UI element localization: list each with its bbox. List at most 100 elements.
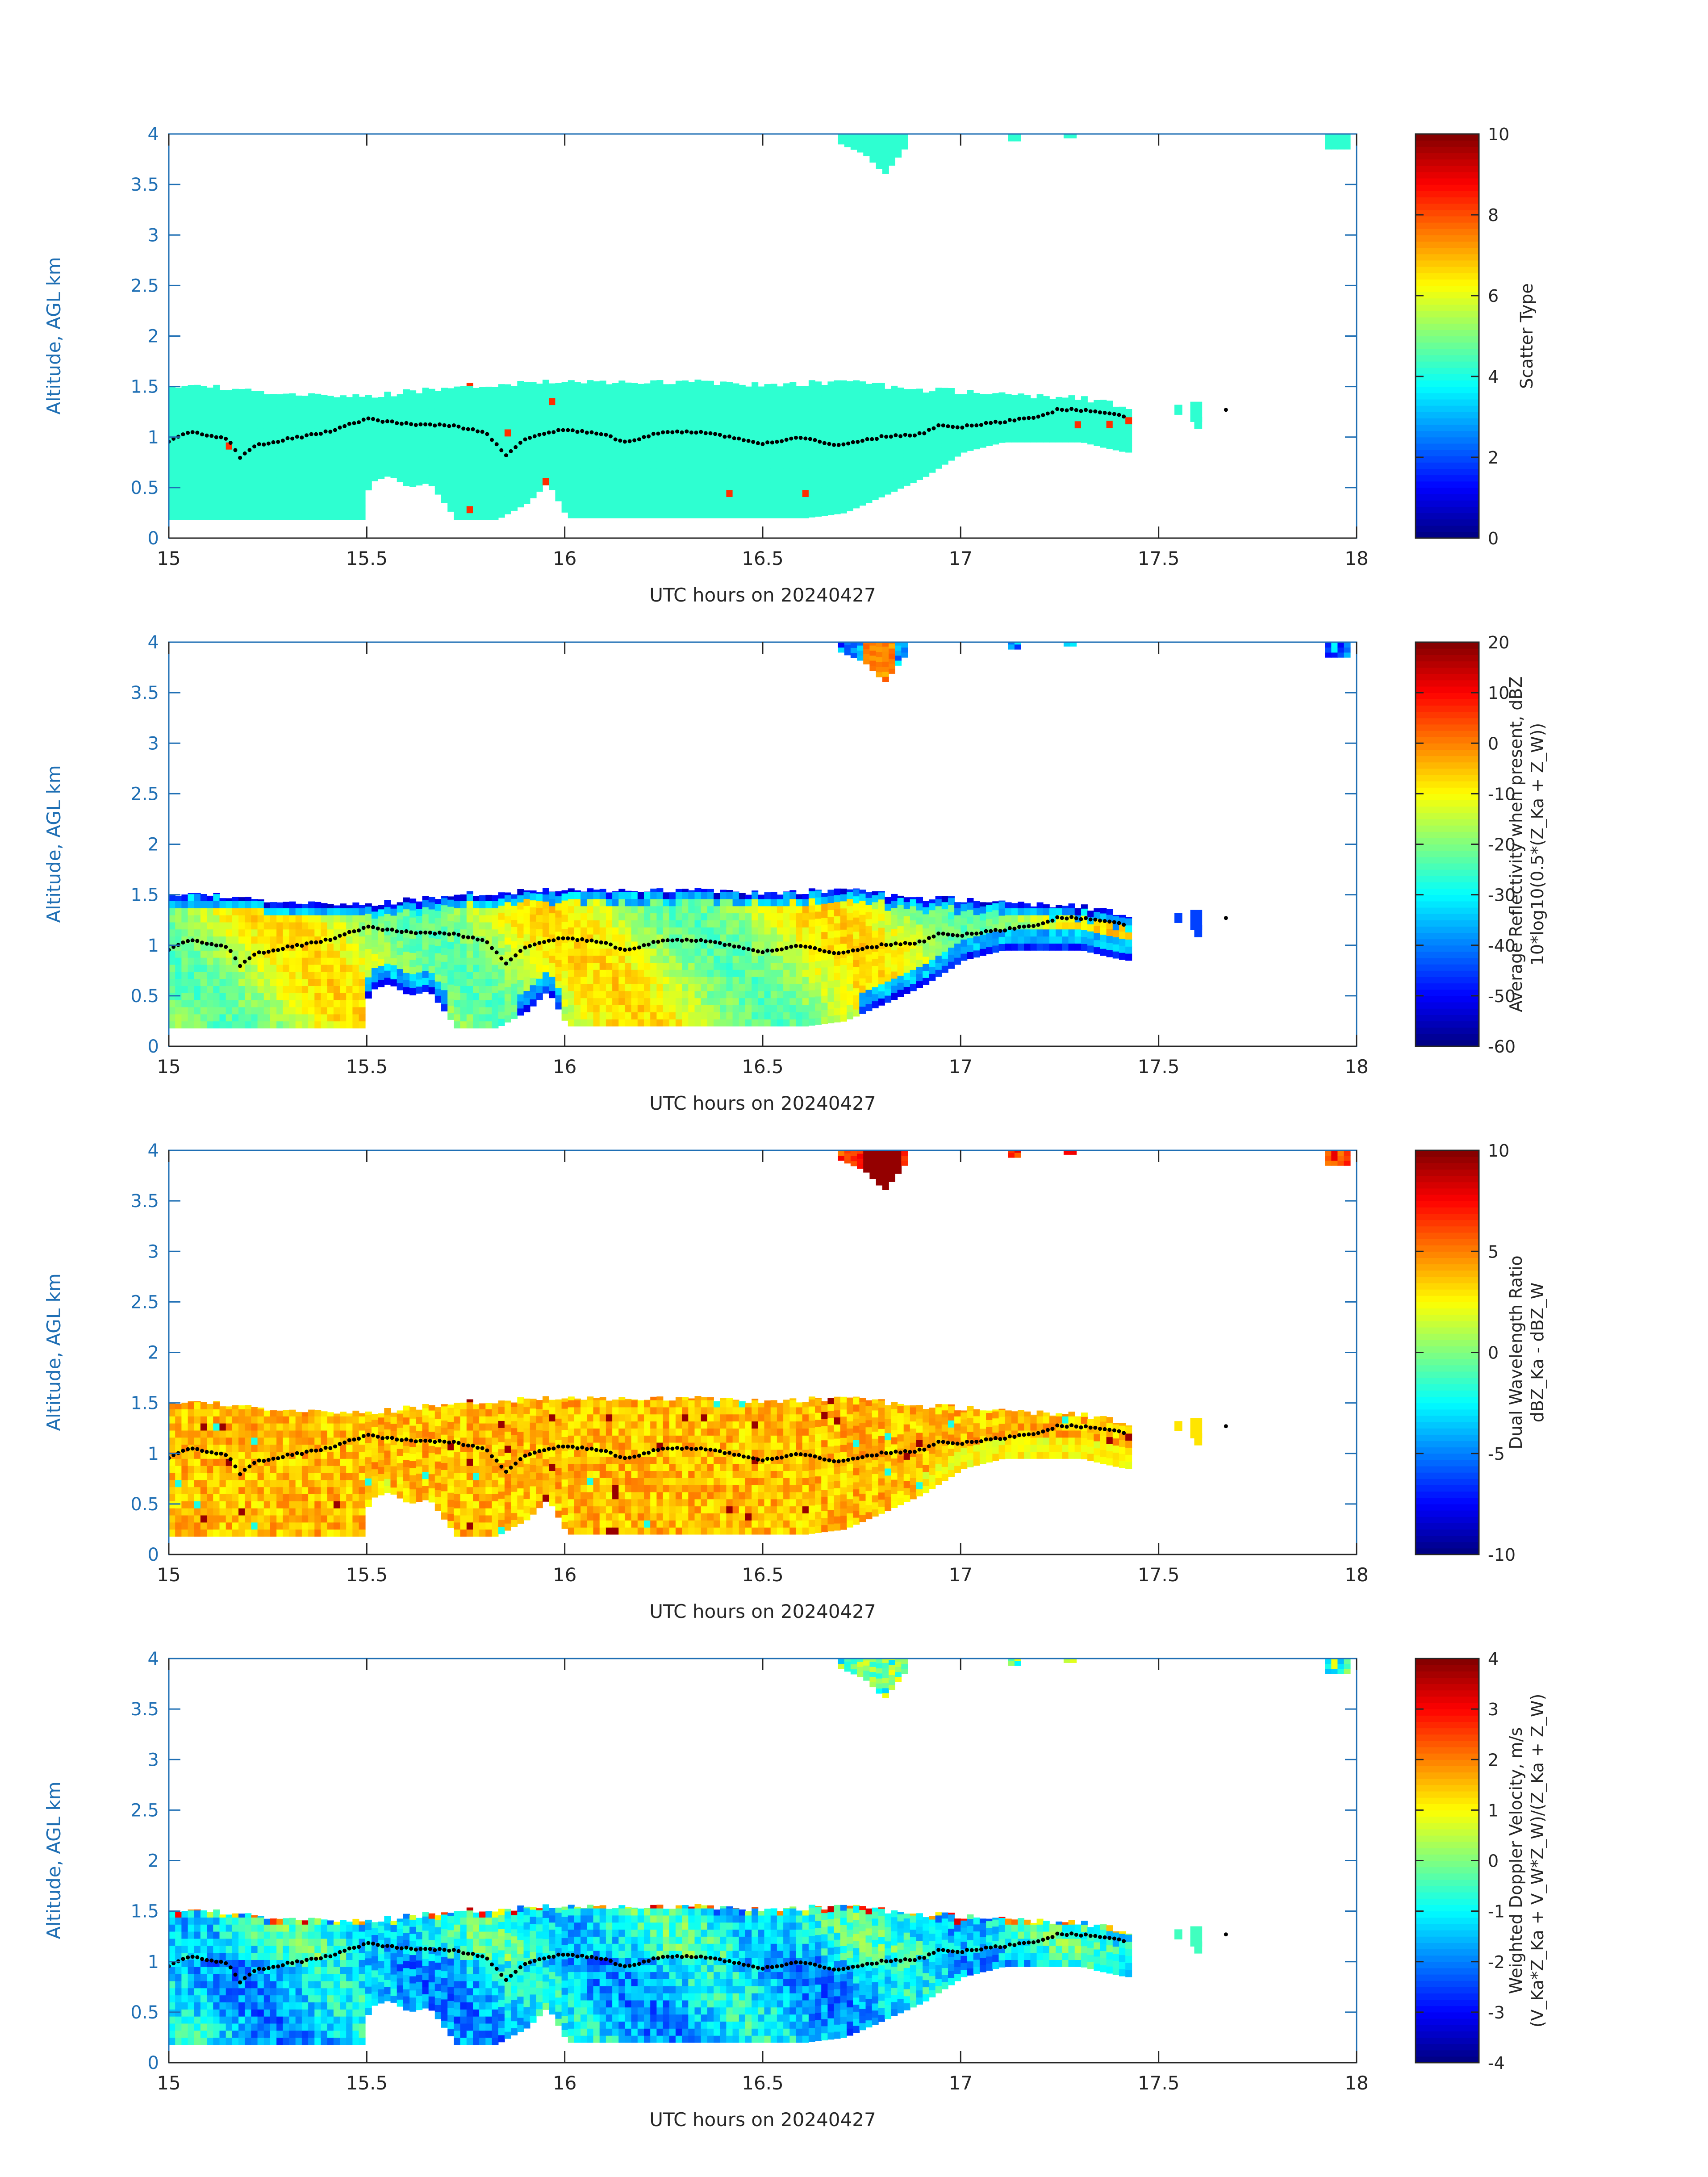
heatmap-cell (200, 477, 207, 485)
heatmap-cell (504, 429, 511, 437)
colorbar-tick-label: 10 (1488, 125, 1509, 144)
heatmap-cell (454, 435, 461, 443)
heatmap-cell (869, 134, 877, 138)
heatmap-cell (479, 393, 486, 400)
heatmap-cell (720, 510, 727, 518)
heatmap-cell (979, 412, 986, 420)
heatmap-cell (770, 955, 777, 963)
heatmap-cell (827, 458, 835, 466)
heatmap-cell (872, 994, 879, 1002)
heatmap-cell (802, 386, 809, 391)
heatmap-cell (656, 397, 664, 405)
heatmap-cell (321, 463, 328, 471)
heatmap-cell (308, 1007, 315, 1015)
dotted-line-point (632, 438, 637, 443)
heatmap-cell (270, 1021, 277, 1028)
heatmap-cell (384, 963, 391, 971)
heatmap-cell (238, 999, 246, 1007)
heatmap-cell (428, 973, 435, 980)
heatmap-cell (372, 932, 378, 940)
heatmap-cell (568, 962, 575, 970)
heatmap-cell (720, 891, 727, 899)
heatmap-cell (789, 948, 797, 956)
heatmap-cell (606, 468, 613, 476)
heatmap-cell (568, 891, 575, 899)
heatmap-cell (764, 913, 771, 920)
heatmap-cell (745, 927, 752, 935)
heatmap-cell (707, 990, 714, 999)
heatmap-cell (707, 1012, 714, 1020)
heatmap-cell (631, 468, 638, 476)
heatmap-cell (257, 406, 264, 414)
heatmap-cell (732, 955, 739, 963)
heatmap-cell (612, 898, 619, 907)
heatmap-cell (479, 449, 486, 457)
heatmap-cell (555, 383, 562, 389)
heatmap-cell (333, 950, 340, 958)
heatmap-cell (1344, 139, 1351, 145)
heatmap-cell (263, 485, 271, 492)
heatmap-cell (536, 929, 543, 936)
heatmap-cell (796, 426, 803, 434)
heatmap-cell (587, 962, 594, 970)
heatmap-cell (289, 936, 296, 944)
heatmap-cell (707, 454, 714, 462)
heatmap-cell (840, 400, 847, 408)
dotted-line-point (969, 423, 974, 428)
heatmap-cell (688, 955, 695, 963)
heatmap-cell (876, 148, 883, 154)
heatmap-cell (434, 438, 442, 445)
heatmap-cell (954, 435, 961, 443)
heatmap-cell (504, 937, 511, 945)
heatmap-cell (555, 910, 562, 918)
heatmap-cell (447, 391, 455, 399)
heatmap-cell (181, 964, 188, 972)
heatmap-cell (346, 400, 353, 407)
heatmap-cell (612, 948, 619, 956)
heatmap-cell (777, 1019, 784, 1027)
heatmap-cell (536, 406, 543, 414)
heatmap-cell (454, 901, 461, 908)
heatmap-cell (688, 447, 695, 455)
heatmap-cell (485, 999, 493, 1007)
heatmap-cell (555, 924, 562, 932)
heatmap-cell (669, 384, 676, 391)
heatmap-cell (276, 929, 284, 937)
heatmap-cell (707, 468, 714, 476)
heatmap-cell (625, 969, 632, 977)
heatmap-cell (276, 428, 284, 435)
heatmap-cell (194, 393, 201, 400)
heatmap-cell (707, 510, 714, 518)
heatmap-cell (1325, 144, 1332, 150)
heatmap-cell (257, 929, 264, 937)
heatmap-cell (739, 384, 746, 391)
heatmap-cell (834, 422, 841, 430)
heatmap-cell (289, 1014, 296, 1022)
heatmap-cell (739, 447, 746, 455)
heatmap-cell (821, 1009, 828, 1017)
heatmap-cell (789, 497, 797, 504)
heatmap-cell (441, 933, 448, 941)
heatmap-cell (650, 934, 657, 942)
heatmap-cell (397, 969, 404, 976)
heatmap-cell (574, 890, 581, 892)
heatmap-cell (885, 917, 892, 925)
heatmap-cell (764, 390, 771, 398)
heatmap-cell (352, 506, 359, 514)
heatmap-cell (555, 945, 562, 953)
heatmap-cell (245, 964, 252, 972)
heatmap-cell (815, 1003, 822, 1011)
heatmap-cell (599, 906, 606, 914)
heatmap-cell (599, 504, 606, 511)
heatmap-cell (276, 993, 284, 1000)
heatmap-cell (656, 447, 664, 455)
heatmap-cell (561, 476, 568, 485)
heatmap-cell (777, 405, 784, 412)
heatmap-cell (777, 962, 784, 970)
heatmap-cell (434, 459, 442, 467)
heatmap-cell (618, 482, 626, 490)
heatmap-cell (827, 903, 835, 910)
y-tick-label: 3 (148, 225, 159, 246)
heatmap-cell (517, 415, 524, 423)
heatmap-cell (219, 428, 226, 435)
